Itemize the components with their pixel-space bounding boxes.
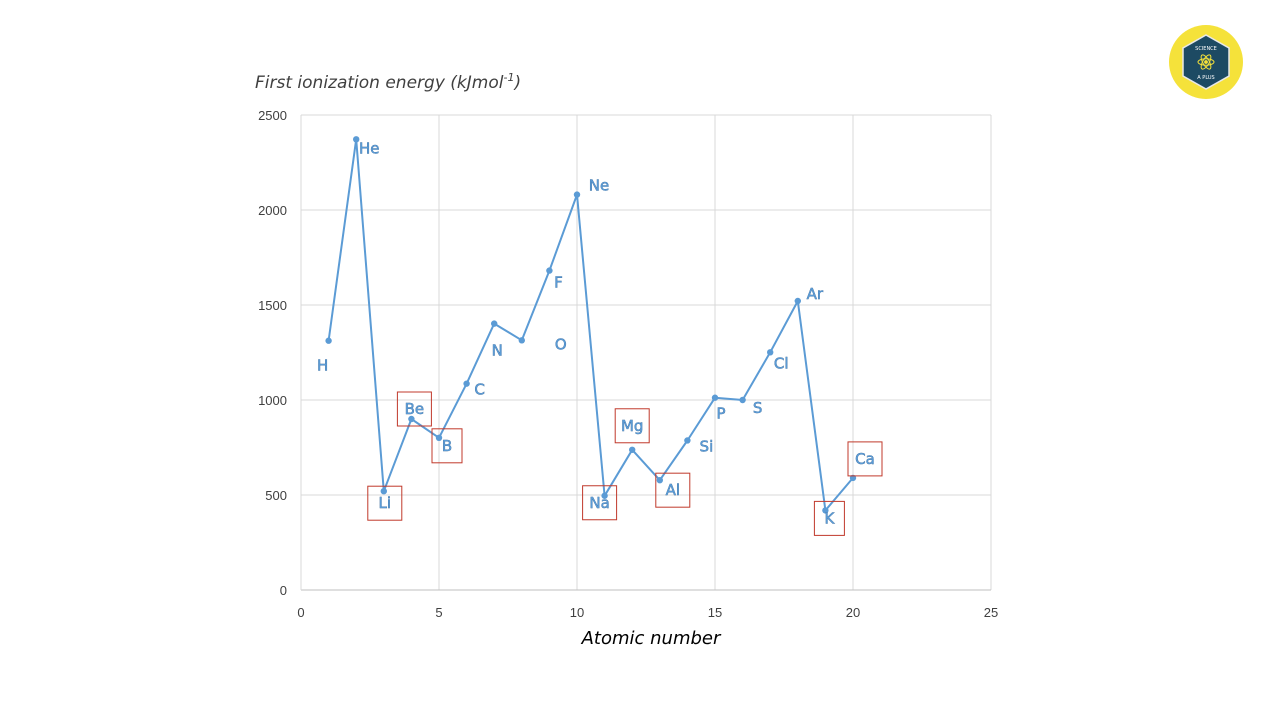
x-tick-label: 15 [708, 605, 722, 620]
y-tick-label: 1500 [258, 298, 287, 313]
element-label-he: He [359, 139, 380, 157]
point-labels: H He Li Be B C N O F Ne Na Mg Al SiP S Cl Ar K Ca [317, 139, 875, 528]
element-label-p: P [716, 405, 725, 423]
element-label-c: C [474, 381, 484, 399]
x-tick-label: 10 [570, 605, 584, 620]
y-tick-label: 2500 [258, 108, 287, 123]
element-label-na: Na [589, 494, 609, 512]
element-label-ar: Ar [807, 285, 824, 303]
data-point [380, 488, 387, 495]
highlight-box-li [367, 485, 403, 521]
data-point [491, 320, 498, 327]
y-tick-label: 500 [265, 488, 287, 503]
series [325, 136, 857, 514]
data-point [408, 415, 415, 423]
data-point [794, 297, 801, 305]
logo-bottom-text: A PLUS [1197, 75, 1214, 81]
series-line [327, 138, 854, 512]
element-label-b: B [442, 437, 452, 455]
element-label-cl: Cl [774, 354, 789, 372]
element-label-li: Li [379, 494, 392, 512]
element-label-si: Si [700, 437, 714, 455]
highlight-boxes [367, 391, 883, 536]
element-label-ca: Ca [855, 450, 875, 468]
y-tick-label: 1000 [258, 393, 287, 408]
highlight-box-b [431, 428, 463, 464]
axes: 0 500 1000 1500 2000 2500 0 5 10 15 20 25 [258, 108, 998, 620]
element-label-n: N [492, 342, 503, 360]
data-point [353, 136, 360, 143]
x-tick-label: 20 [846, 605, 860, 620]
element-label-h: H [317, 357, 328, 375]
element-label-mg: Mg [621, 417, 643, 435]
x-tick-label: 5 [435, 605, 442, 620]
data-point [546, 267, 553, 274]
y-tick-label: 0 [280, 583, 287, 598]
data-point [822, 507, 829, 514]
highlight-box-k [813, 500, 845, 536]
x-tick-label: 0 [297, 605, 304, 620]
element-label-s: S [753, 399, 763, 417]
element-label-ne: Ne [589, 177, 609, 195]
atom-icon [1197, 54, 1215, 70]
data-point [711, 394, 719, 401]
element-label-be: Be [405, 400, 425, 418]
highlight-box-al [655, 472, 691, 508]
element-label-k: K [824, 509, 835, 527]
x-tick-label: 25 [984, 605, 998, 620]
highlight-box-be [396, 391, 432, 427]
data-point [767, 349, 774, 356]
data-point [601, 492, 608, 499]
element-label-o: O [555, 335, 567, 353]
data-point [463, 380, 470, 387]
data-point [573, 191, 581, 198]
science-a-plus-logo: SCIENCE A PLUS [1169, 25, 1243, 99]
data-point [325, 337, 332, 344]
data-point [656, 476, 663, 484]
data-point [629, 446, 636, 453]
x-axis-title: Atomic number [581, 628, 722, 649]
data-point [518, 337, 525, 344]
data-point [739, 396, 746, 404]
gridlines [301, 114, 992, 590]
data-point [435, 434, 443, 442]
y-tick-label: 2000 [258, 203, 287, 218]
data-point [684, 437, 691, 444]
logo-top-text: SCIENCE [1195, 46, 1217, 52]
highlight-box-mg [614, 408, 650, 444]
y-axis-title: First ionization energy (kJmol-1) [255, 71, 521, 93]
highlight-box-ca [847, 441, 883, 477]
highlight-box-na [582, 485, 618, 521]
element-label-al: Al [666, 481, 680, 499]
element-label-f: F [554, 274, 563, 292]
